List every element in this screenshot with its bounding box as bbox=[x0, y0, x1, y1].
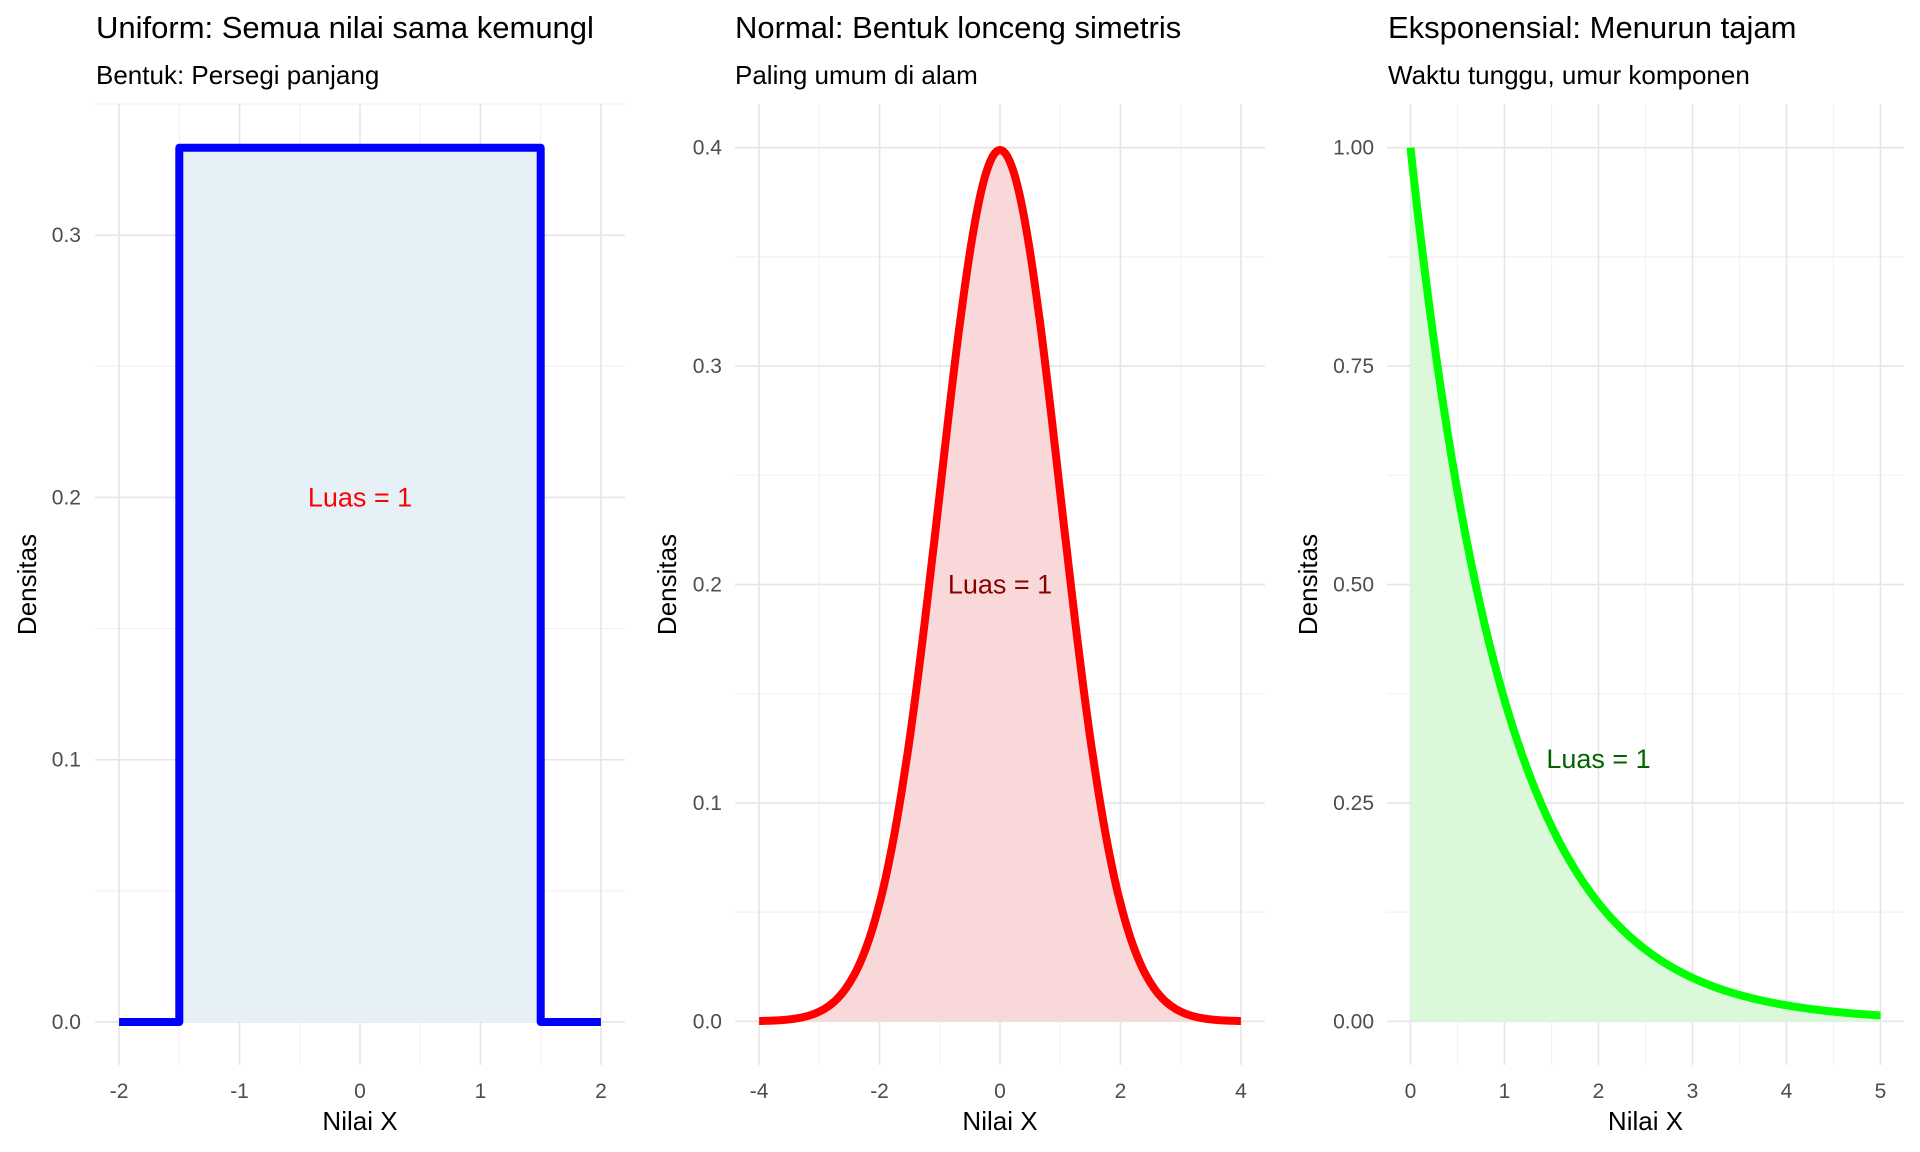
x-tick-label: 0 bbox=[354, 1080, 366, 1103]
area-annotation: Luas = 1 bbox=[308, 482, 412, 512]
x-tick-label: 0 bbox=[994, 1080, 1006, 1103]
y-tick-label: 0.1 bbox=[52, 749, 81, 772]
y-axis-title: Densitas bbox=[652, 534, 682, 635]
x-tick-label: -1 bbox=[230, 1080, 249, 1103]
area-annotation: Luas = 1 bbox=[1546, 744, 1650, 774]
x-tick-label: 1 bbox=[1499, 1080, 1511, 1103]
y-axis-title: Densitas bbox=[12, 534, 42, 635]
y-tick-label: 0.0 bbox=[52, 1011, 81, 1034]
panel-exponential-title: Eksponensial: Menurun tajam bbox=[1388, 10, 1797, 45]
y-tick-label: 0.2 bbox=[52, 486, 81, 509]
area-annotation: Luas = 1 bbox=[948, 570, 1052, 600]
x-tick-label: 2 bbox=[1593, 1080, 1605, 1103]
x-tick-label: 2 bbox=[1115, 1080, 1127, 1103]
panel-uniform: -2 -1 0 1 2 0.0 0.1 0.2 0.3 Luas = 1 Nilai X Densit… bbox=[12, 103, 625, 1136]
x-tick-label: 3 bbox=[1687, 1080, 1699, 1103]
panel-exponential: 0 1 2 3 4 5 0.00 0.25 0.50 0.75 1.00 Luas = 1 Nilai … bbox=[1293, 104, 1904, 1136]
x-axis-title: Nilai X bbox=[322, 1106, 397, 1136]
x-tick-label: 1 bbox=[475, 1080, 487, 1103]
density-line bbox=[756, 146, 1244, 1025]
y-tick-label: 0.00 bbox=[1333, 1010, 1374, 1033]
y-tick-label: 0.1 bbox=[693, 792, 722, 815]
panel-exponential-subtitle: Waktu tunggu, umur komponen bbox=[1388, 60, 1750, 90]
panel-uniform-subtitle: Bentuk: Persegi panjang bbox=[96, 60, 380, 90]
panel-normal-subtitle: Paling umum di alam bbox=[735, 60, 978, 90]
x-tick-label: -2 bbox=[870, 1080, 889, 1103]
y-tick-label: 0.3 bbox=[52, 224, 81, 247]
y-tick-label: 0.3 bbox=[693, 355, 722, 378]
density-line bbox=[119, 143, 601, 1026]
y-tick-label: 0.4 bbox=[693, 137, 723, 160]
x-axis-title: Nilai X bbox=[1608, 1106, 1683, 1136]
x-tick-label: -4 bbox=[750, 1080, 769, 1103]
y-tick-label: 1.00 bbox=[1333, 137, 1374, 160]
x-axis-title: Nilai X bbox=[962, 1106, 1037, 1136]
x-tick-label: -2 bbox=[110, 1080, 129, 1103]
x-tick-label: 5 bbox=[1875, 1080, 1887, 1103]
y-axis-title: Densitas bbox=[1293, 534, 1323, 635]
y-tick-label: 0.50 bbox=[1333, 574, 1374, 597]
density-fill-area bbox=[1410, 147, 1881, 1022]
x-tick-label: 4 bbox=[1235, 1080, 1247, 1103]
panel-uniform-title: Uniform: Semua nilai sama kemungl bbox=[96, 10, 594, 45]
panel-normal: -4 -2 0 2 4 0.0 0.1 0.2 0.3 0.4 Luas = 1 Nilai X Den… bbox=[652, 104, 1265, 1136]
x-tick-label: 0 bbox=[1405, 1080, 1417, 1103]
y-tick-label: 0.25 bbox=[1333, 792, 1374, 815]
y-tick-label: 0.2 bbox=[693, 574, 722, 597]
x-tick-label: 2 bbox=[595, 1080, 607, 1103]
panel-normal-title: Normal: Bentuk lonceng simetris bbox=[735, 10, 1182, 45]
density-fill-area bbox=[119, 147, 601, 1022]
density-fill-area bbox=[759, 150, 1241, 1022]
y-tick-label: 0.0 bbox=[693, 1010, 722, 1033]
density-line bbox=[1406, 147, 1884, 1020]
y-tick-label: 0.75 bbox=[1333, 355, 1374, 378]
x-tick-label: 4 bbox=[1781, 1080, 1793, 1103]
